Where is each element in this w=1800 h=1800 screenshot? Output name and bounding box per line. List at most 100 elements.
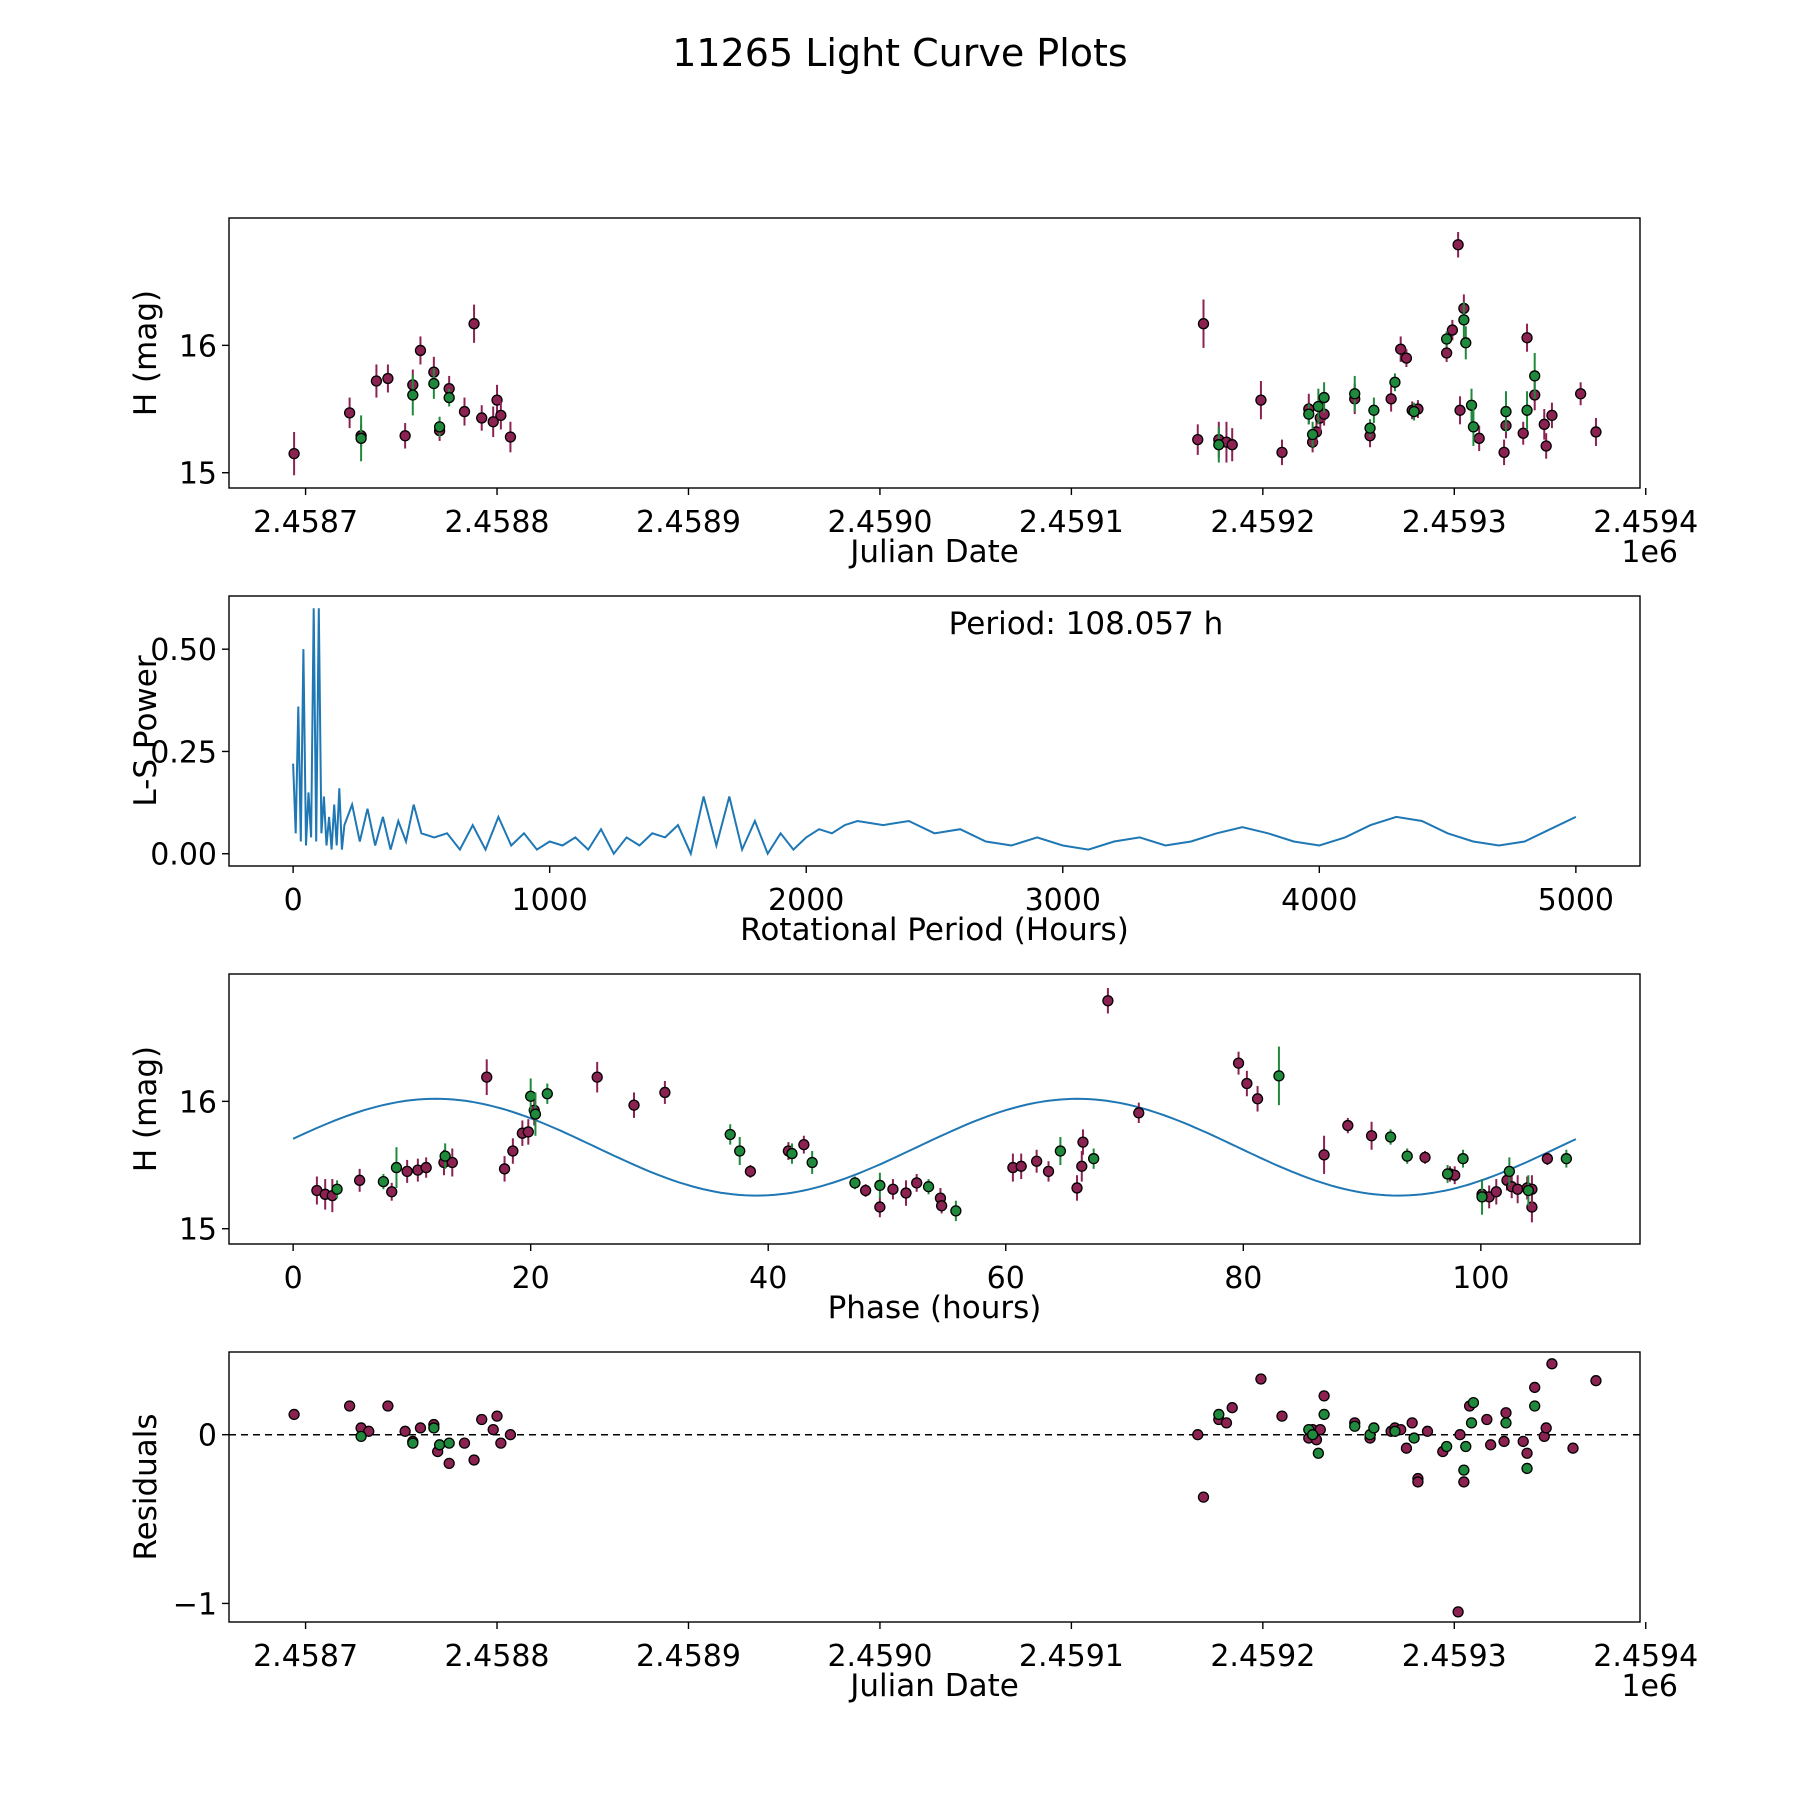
- data-point-green: [1467, 1396, 1480, 1409]
- data-point-red: [1452, 239, 1464, 251]
- data-point-red: [1255, 394, 1267, 406]
- data-point-red: [1395, 343, 1407, 355]
- data-point-red: [1538, 418, 1550, 430]
- residuals-y-ticks: −1 0: [173, 1419, 229, 1622]
- data-point-red: [1452, 1606, 1464, 1618]
- x-tick-label: 2.4592: [1210, 505, 1315, 540]
- data-point-green: [1503, 1165, 1516, 1178]
- data-point-red: [1485, 1439, 1497, 1451]
- data-point-red: [414, 344, 427, 357]
- data-point-red: [386, 1186, 398, 1198]
- x-tick-label: 3000: [1025, 883, 1101, 918]
- residuals-panel: 2.4587 2.4588 2.4589 2.4590 2.4591 2.4592 2.45…: [128, 1351, 1698, 1704]
- data-point-green: [1457, 1153, 1469, 1165]
- data-point-red: [1342, 1119, 1354, 1132]
- data-point-red: [476, 1413, 488, 1426]
- data-point-green: [950, 1205, 962, 1217]
- power-spectrum-line: [292, 608, 1577, 857]
- x-tick-label: 2.4593: [1402, 505, 1507, 540]
- data-point-red: [1412, 1476, 1424, 1488]
- data-point-red: [288, 447, 300, 460]
- data-point-red: [1419, 1151, 1431, 1164]
- x-tick-label: 0: [284, 1261, 303, 1296]
- x-tick-label: 2.4587: [253, 1639, 358, 1674]
- x-tick-label: 100: [1452, 1261, 1509, 1296]
- lightcurve-y-label: H (mag): [128, 290, 164, 416]
- data-point-red: [1241, 1077, 1253, 1090]
- data-point-red: [458, 405, 471, 418]
- data-point-red: [1077, 1136, 1089, 1148]
- data-point-green: [1088, 1153, 1100, 1165]
- data-point-green: [428, 377, 440, 390]
- periodogram-y-ticks: 0.00 0.25 0.50: [150, 633, 229, 873]
- data-point-red: [1567, 1442, 1579, 1454]
- data-point-red: [1498, 1435, 1510, 1448]
- lightcurve-marks: [288, 232, 1602, 476]
- data-point-green: [1440, 1440, 1453, 1453]
- data-point-red: [798, 1139, 810, 1151]
- data-point-green: [355, 1430, 367, 1443]
- lightcurve-panel: 2.4587 2.4588 2.4589 2.4590 2.4591 2.4592 2.45…: [128, 217, 1698, 570]
- periodogram-x-ticks: 0 1000 2000 3000 4000 5000: [284, 866, 1614, 918]
- phased-x-ticks: 0 20 40 60 80 100: [284, 1244, 1509, 1296]
- data-point-green: [331, 1183, 343, 1195]
- data-point-green: [1389, 376, 1401, 388]
- data-point-red: [498, 1163, 511, 1175]
- data-point-red: [859, 1184, 872, 1197]
- x-tick-label: 1000: [512, 883, 588, 918]
- data-point-red: [476, 412, 488, 424]
- data-point-red: [1197, 1491, 1210, 1503]
- lightcurve-frame: [228, 217, 1641, 489]
- data-point-green: [529, 1108, 542, 1120]
- data-point-red: [659, 1086, 671, 1099]
- periodogram-y-label: L-S Power: [128, 655, 164, 806]
- data-point-green: [1460, 1440, 1472, 1453]
- data-point-green: [1364, 422, 1376, 434]
- data-point-red: [1546, 1358, 1558, 1370]
- data-point-red: [1540, 440, 1552, 452]
- data-point-green: [724, 1128, 736, 1141]
- data-point-red: [591, 1071, 603, 1083]
- phased-y-label: H (mag): [128, 1046, 164, 1172]
- data-point-green: [1349, 388, 1361, 400]
- y-tick-label: 16: [179, 1085, 217, 1120]
- x-tick-label: 2.4593: [1402, 1639, 1507, 1674]
- data-point-red: [1030, 1155, 1043, 1167]
- lightcurve-x-ticks: 2.4587 2.4588 2.4589 2.4590 2.4591 2.4592 2.45…: [253, 488, 1698, 540]
- data-point-red: [744, 1165, 757, 1178]
- x-tick-label: 2.4588: [445, 505, 550, 540]
- data-point-green: [1441, 1168, 1454, 1180]
- residuals-x-ticks: 2.4587 2.4588 2.4589 2.4590 2.4591 2.4592 2.45…: [253, 1622, 1698, 1674]
- x-tick-label: 2.4588: [445, 1639, 550, 1674]
- data-point-red: [1251, 1093, 1264, 1105]
- data-point-red: [1473, 432, 1485, 444]
- data-point-red: [1226, 1402, 1238, 1414]
- data-point-red: [487, 1423, 499, 1436]
- data-point-red: [1400, 1442, 1413, 1454]
- data-point-green: [443, 391, 455, 404]
- data-point-red: [1314, 1423, 1326, 1436]
- data-point-red: [382, 1400, 394, 1412]
- phased-frame: [228, 973, 1641, 1245]
- data-point-green: [1213, 1408, 1225, 1421]
- data-point-red: [1517, 427, 1529, 439]
- data-point-green: [922, 1181, 935, 1193]
- data-point-green: [1401, 1150, 1413, 1162]
- data-point-red: [1365, 1130, 1378, 1142]
- data-point-green: [1054, 1145, 1067, 1157]
- data-point-green: [1521, 1462, 1533, 1475]
- residuals-offset-label: 1e6: [1621, 1669, 1678, 1704]
- data-point-red: [491, 1410, 503, 1422]
- data-point-green: [1312, 1447, 1325, 1459]
- data-point-green: [1384, 1131, 1397, 1143]
- data-point-green: [1560, 1153, 1573, 1165]
- data-point-green: [786, 1147, 798, 1160]
- lightcurve-offset-label: 1e6: [1621, 535, 1678, 570]
- lightcurve-x-label: Julian Date: [848, 534, 1019, 570]
- data-point-red: [1541, 1153, 1554, 1165]
- x-tick-label: 2.4591: [1019, 505, 1124, 540]
- fit-model-line: [292, 1097, 1577, 1197]
- data-point-red: [1500, 1407, 1512, 1419]
